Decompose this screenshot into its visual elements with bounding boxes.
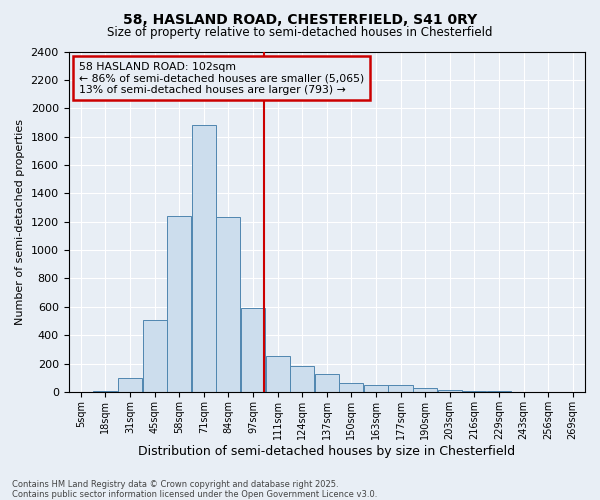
Bar: [290, 366, 314, 392]
Y-axis label: Number of semi-detached properties: Number of semi-detached properties: [15, 118, 25, 324]
X-axis label: Distribution of semi-detached houses by size in Chesterfield: Distribution of semi-detached houses by …: [138, 444, 515, 458]
Text: 58 HASLAND ROAD: 102sqm
← 86% of semi-detached houses are smaller (5,065)
13% of: 58 HASLAND ROAD: 102sqm ← 86% of semi-de…: [79, 62, 364, 95]
Bar: [315, 374, 339, 392]
Bar: [192, 126, 216, 392]
Bar: [437, 390, 462, 392]
Bar: [364, 385, 388, 392]
Bar: [167, 216, 191, 392]
Bar: [266, 356, 290, 392]
Bar: [388, 385, 413, 392]
Bar: [118, 378, 142, 392]
Bar: [143, 320, 167, 392]
Text: Contains HM Land Registry data © Crown copyright and database right 2025.
Contai: Contains HM Land Registry data © Crown c…: [12, 480, 377, 499]
Text: Size of property relative to semi-detached houses in Chesterfield: Size of property relative to semi-detach…: [107, 26, 493, 39]
Bar: [462, 390, 487, 392]
Text: 58, HASLAND ROAD, CHESTERFIELD, S41 0RY: 58, HASLAND ROAD, CHESTERFIELD, S41 0RY: [123, 12, 477, 26]
Bar: [340, 382, 364, 392]
Bar: [413, 388, 437, 392]
Bar: [241, 308, 265, 392]
Bar: [217, 218, 241, 392]
